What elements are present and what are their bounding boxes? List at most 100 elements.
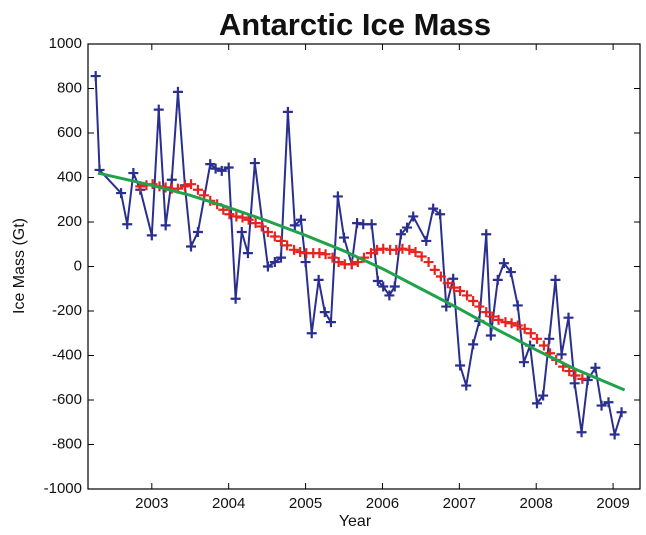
point-marker (384, 290, 395, 301)
y-tick-label: -1000 (44, 480, 82, 497)
point-marker (378, 243, 389, 254)
point-marker (116, 188, 127, 199)
point-marker (563, 312, 574, 323)
point-marker (332, 191, 343, 202)
point-marker (242, 248, 253, 259)
point-marker (448, 282, 459, 293)
point-marker (429, 264, 440, 275)
point-marker (153, 104, 164, 115)
y-tick-label: 0 (74, 257, 82, 274)
point-marker (231, 211, 242, 222)
point-marker (262, 261, 273, 272)
series-line (97, 171, 626, 392)
point-marker (493, 314, 504, 325)
point-marker (590, 362, 601, 373)
point-marker (455, 360, 466, 371)
point-marker (428, 203, 439, 214)
point-marker (320, 249, 331, 260)
point-marker (186, 179, 197, 190)
point-marker (577, 373, 588, 384)
point-marker (160, 220, 171, 231)
point-marker (506, 318, 517, 329)
point-marker (166, 174, 177, 185)
point-marker (421, 235, 432, 246)
point-marker (616, 407, 627, 418)
point-marker (289, 220, 300, 231)
point-marker (492, 274, 503, 285)
y-tick-label: 600 (57, 124, 82, 141)
point-marker (416, 251, 427, 262)
point-marker (300, 257, 311, 268)
point-marker (435, 209, 446, 220)
point-marker (186, 241, 197, 252)
point-marker (402, 222, 413, 233)
y-axis-label: Ice Mass (Gt) (11, 218, 28, 314)
chart-title: Antarctic Ice Mass (219, 7, 491, 42)
point-marker (609, 429, 620, 440)
point-marker (90, 71, 101, 82)
series-line (94, 75, 623, 435)
point-marker (372, 275, 383, 286)
x-tick-label: 2007 (443, 495, 476, 512)
point-marker (269, 231, 280, 242)
point-marker (410, 247, 421, 258)
point-marker (461, 380, 472, 391)
point-marker (582, 374, 593, 385)
point-marker (455, 285, 466, 296)
point-marker (404, 244, 415, 255)
point-marker (556, 349, 567, 360)
point-marker (365, 248, 376, 259)
y-tick-label: -400 (52, 346, 82, 363)
point-marker (210, 163, 221, 174)
point-marker (487, 311, 498, 322)
point-marker (256, 221, 267, 232)
point-marker (179, 181, 190, 192)
point-marker (313, 274, 324, 285)
point-marker (346, 259, 357, 270)
x-tick-label: 2009 (596, 495, 629, 512)
point-marker (395, 229, 406, 240)
point-marker (531, 398, 542, 409)
point-marker (408, 211, 419, 222)
point-marker (596, 400, 607, 411)
point-marker (275, 235, 286, 246)
point-marker (550, 274, 561, 285)
point-marker (538, 340, 549, 351)
point-marker (275, 252, 286, 263)
x-tick-label: 2006 (366, 495, 399, 512)
point-marker (519, 323, 530, 334)
y-tick-label: 400 (57, 168, 82, 185)
point-marker (325, 317, 336, 328)
point-marker (224, 209, 235, 220)
point-marker (358, 219, 369, 230)
y-tick-label: 800 (57, 79, 82, 96)
y-tick-label: -800 (52, 435, 82, 452)
point-marker (249, 158, 260, 169)
y-tick-label: 200 (57, 213, 82, 230)
point-marker (544, 333, 555, 344)
point-marker (262, 227, 273, 238)
point-marker (462, 290, 473, 301)
y-tick-label: 1000 (49, 35, 82, 52)
point-marker (295, 247, 306, 258)
point-marker (366, 219, 377, 230)
point-marker (205, 159, 216, 170)
x-tick-label: 2004 (212, 495, 245, 512)
x-axis-label: Year (339, 513, 372, 530)
point-marker (306, 328, 317, 339)
point-marker (570, 370, 581, 381)
y-tick-label: -600 (52, 391, 82, 408)
point-marker (289, 244, 300, 255)
point-marker (128, 168, 139, 179)
point-marker (295, 214, 306, 225)
point-marker (192, 227, 203, 238)
point-marker (378, 281, 389, 292)
point-marker (243, 214, 254, 225)
point-marker (512, 320, 523, 331)
point-marker (389, 281, 400, 292)
point-marker (314, 248, 325, 259)
point-marker (230, 293, 241, 304)
point-marker (146, 230, 157, 241)
point-marker (216, 165, 227, 176)
